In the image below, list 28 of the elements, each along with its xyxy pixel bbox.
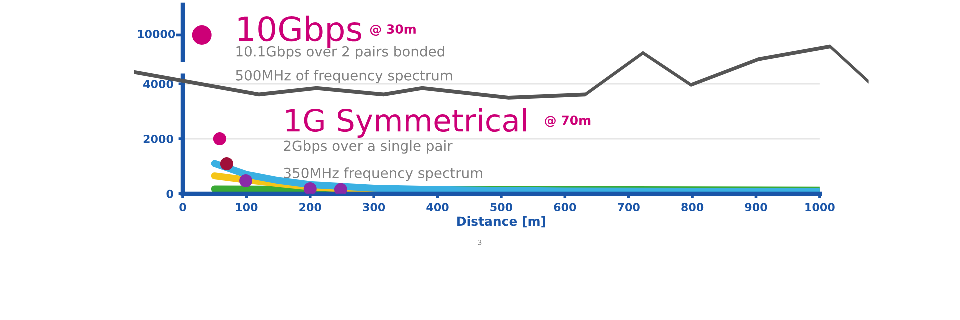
x-tick-label: 500: [490, 203, 513, 212]
annotation: 1G Symmetrical: [286, 108, 526, 138]
text: 10000: [138, 30, 176, 38]
x-tick-label: 700: [618, 203, 640, 212]
x-tick-label: 800: [682, 203, 704, 212]
annotation: @ 70m: [545, 116, 591, 128]
x-tick-label: 600: [554, 203, 576, 212]
x-tick-label: 200: [300, 203, 322, 212]
x-axis-title: Distance [m]: [458, 216, 546, 228]
y-tick-label: 2000: [144, 134, 174, 144]
point: [334, 183, 348, 194]
point: [213, 132, 226, 146]
point: [304, 182, 317, 194]
x-tick-label: 1000: [806, 203, 835, 212]
x-tick-label: 0: [180, 203, 186, 212]
point: [240, 174, 253, 188]
x-tick-label: 900: [745, 203, 768, 212]
annotation: 350MHz frequency spectrum: [284, 168, 482, 182]
y-tick-label: 4000: [144, 80, 174, 88]
x-tick-label: 100: [236, 203, 258, 212]
text: @ 30m: [370, 24, 416, 36]
point: [220, 157, 234, 170]
x-tick-label: 300: [363, 203, 386, 212]
x-tick-label: 400: [426, 203, 449, 212]
text: 10Gbps: [238, 16, 362, 48]
annotation: 2Gbps over a single pair: [284, 140, 453, 154]
y-tick-label: 0: [166, 190, 174, 198]
annotation: 500MHz of frequency spectrum: [236, 70, 452, 84]
